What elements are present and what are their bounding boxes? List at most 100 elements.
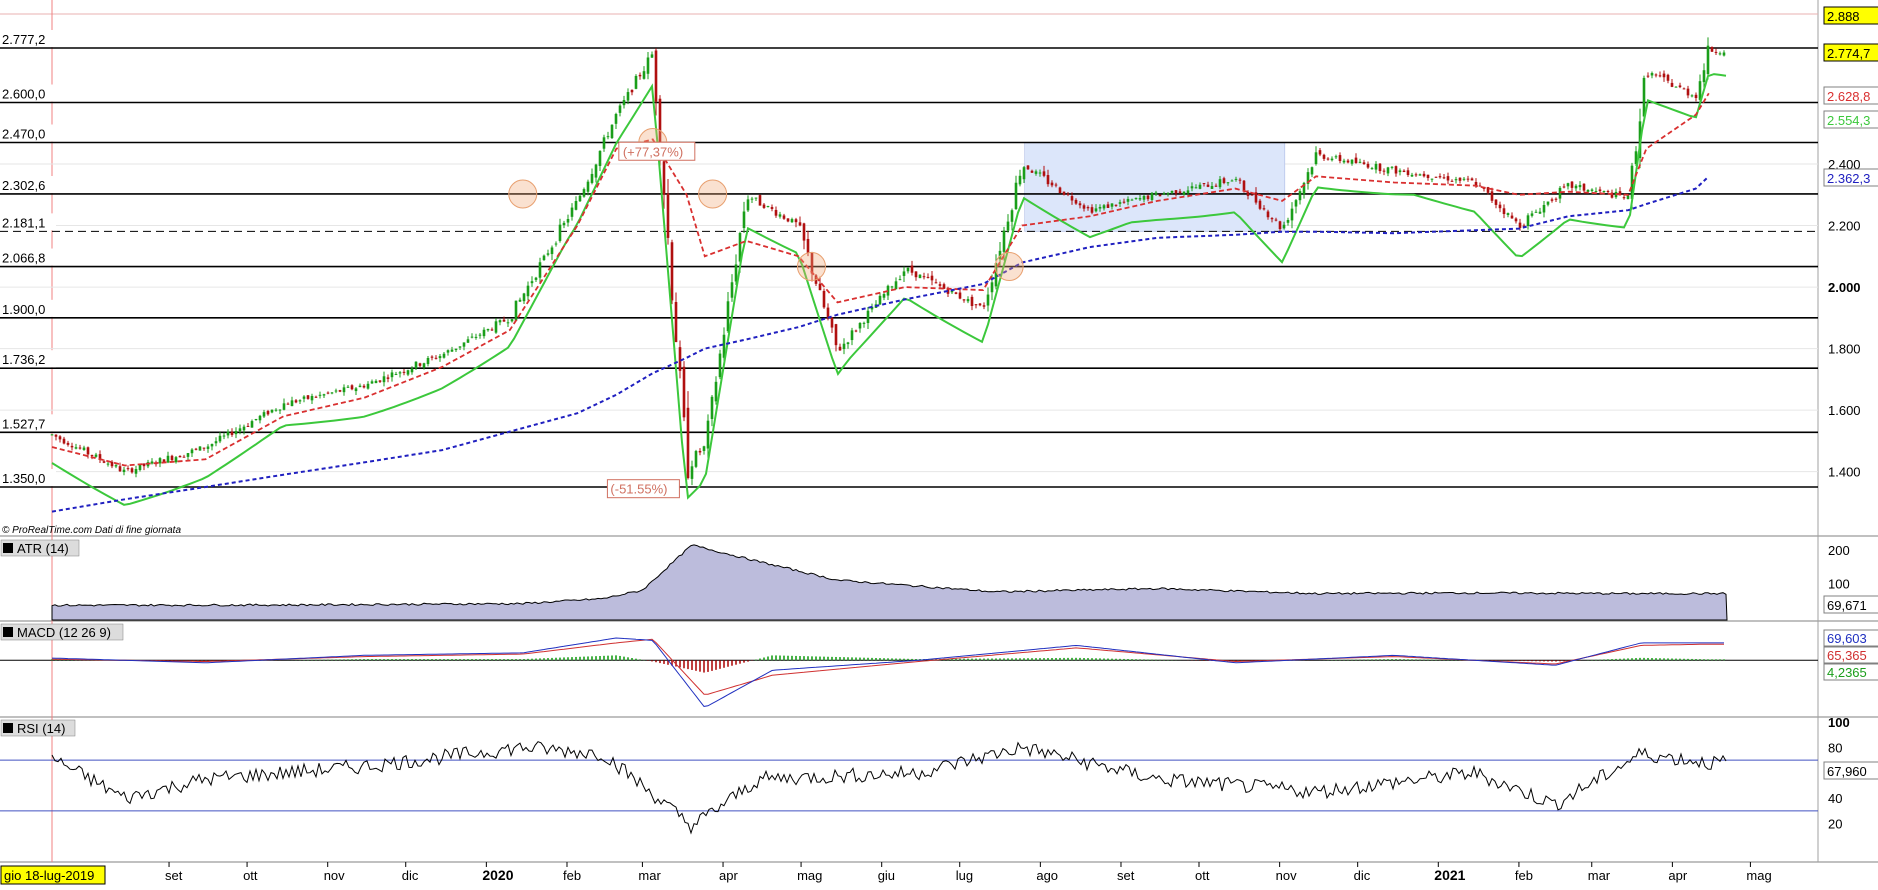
candle-body bbox=[1310, 167, 1314, 175]
candle-body bbox=[546, 253, 550, 255]
candle-body bbox=[1554, 198, 1558, 200]
candle-body bbox=[1622, 197, 1626, 199]
candle-body bbox=[1406, 170, 1410, 175]
candle-body bbox=[1534, 211, 1538, 213]
level-label-bg bbox=[0, 248, 56, 266]
candle-body bbox=[102, 461, 106, 463]
candle-body bbox=[158, 458, 162, 464]
atr-area bbox=[51, 544, 1728, 621]
candle-body bbox=[1562, 186, 1566, 188]
candle-body bbox=[642, 71, 646, 79]
candle-body bbox=[1206, 184, 1210, 187]
candle-body bbox=[1586, 190, 1590, 192]
x-axis-label: nov bbox=[324, 868, 345, 883]
candle-body bbox=[966, 299, 970, 302]
candle-body bbox=[810, 252, 814, 274]
candle-body bbox=[426, 357, 430, 365]
macd-value: 69,603 bbox=[1827, 631, 1867, 646]
panel-label: ATR (14) bbox=[17, 541, 69, 556]
level-label-bg bbox=[0, 414, 56, 432]
candle-body bbox=[1158, 194, 1162, 197]
candle-body bbox=[1042, 171, 1046, 176]
candle-body bbox=[478, 334, 482, 336]
candle-body bbox=[406, 370, 410, 375]
candle-body bbox=[1462, 178, 1466, 180]
candle-body bbox=[1110, 203, 1114, 207]
candle-body bbox=[898, 279, 902, 281]
x-axis-label: feb bbox=[1515, 868, 1533, 883]
panel-color-swatch bbox=[3, 543, 13, 553]
level-label: 1.900,0 bbox=[2, 302, 45, 317]
candle-body bbox=[86, 447, 90, 455]
candle-body bbox=[490, 329, 494, 331]
candle-body bbox=[594, 164, 598, 178]
candle-body bbox=[302, 396, 306, 399]
candle-body bbox=[314, 396, 318, 398]
price-right-label-box bbox=[1823, 168, 1878, 187]
price-right-label: 2.888 bbox=[1827, 9, 1860, 24]
candle-body bbox=[358, 385, 362, 388]
candle-body bbox=[514, 300, 518, 321]
candle-body bbox=[1662, 73, 1666, 78]
candle-body bbox=[1594, 191, 1598, 193]
level-label-bg bbox=[0, 124, 56, 142]
panel-color-swatch bbox=[3, 723, 13, 733]
candle-body bbox=[726, 301, 730, 332]
candle-body bbox=[166, 455, 170, 463]
candle-body bbox=[1374, 163, 1378, 170]
candle-body bbox=[350, 385, 354, 390]
candle-body bbox=[1354, 157, 1358, 164]
macd-value-box bbox=[1823, 646, 1878, 664]
candle-body bbox=[1346, 160, 1350, 163]
candle-body bbox=[990, 282, 994, 293]
candle-body bbox=[746, 199, 750, 211]
candle-body bbox=[1566, 183, 1570, 187]
rsi-tick-label: 100 bbox=[1828, 715, 1850, 730]
candle-body bbox=[1578, 185, 1582, 188]
candle-body bbox=[354, 388, 358, 392]
candle-body bbox=[130, 468, 134, 473]
candle-body bbox=[1018, 175, 1022, 185]
panel-label-bg bbox=[0, 623, 124, 641]
candle-body bbox=[754, 197, 758, 199]
candle-body bbox=[690, 466, 694, 479]
candle-body bbox=[1394, 166, 1398, 174]
candle-body bbox=[442, 353, 446, 358]
candle-body bbox=[1418, 174, 1422, 176]
candle-body bbox=[170, 455, 174, 461]
price-right-label-box bbox=[1823, 43, 1878, 62]
candle-body bbox=[986, 294, 990, 306]
candle-body bbox=[822, 290, 826, 308]
candle-body bbox=[534, 277, 538, 280]
candle-body bbox=[1262, 208, 1266, 210]
candle-body bbox=[558, 224, 562, 241]
candle-body bbox=[1282, 224, 1286, 229]
candle-body bbox=[106, 463, 110, 465]
candle-body bbox=[574, 201, 578, 210]
candle-body bbox=[118, 466, 122, 472]
candle-body bbox=[706, 420, 710, 449]
candle-body bbox=[1402, 170, 1406, 172]
candle-body bbox=[918, 274, 922, 279]
candle-body bbox=[1358, 161, 1362, 163]
candle-body bbox=[1170, 190, 1174, 193]
x-axis-label: mar bbox=[638, 868, 661, 883]
candle-body bbox=[826, 307, 830, 319]
candle-body bbox=[1446, 176, 1450, 181]
candle-body bbox=[894, 281, 898, 290]
candle-body bbox=[382, 376, 386, 383]
candle-body bbox=[238, 428, 242, 432]
candle-body bbox=[1590, 189, 1594, 191]
candle-body bbox=[566, 218, 570, 223]
candle-body bbox=[610, 124, 614, 139]
atr-tick-label: 100 bbox=[1828, 577, 1850, 592]
candle-body bbox=[1522, 225, 1526, 227]
candle-body bbox=[1198, 184, 1202, 189]
candle-body bbox=[666, 193, 670, 238]
candle-body bbox=[958, 292, 962, 299]
candle-body bbox=[1222, 178, 1226, 184]
candle-body bbox=[630, 89, 634, 93]
candle-body bbox=[1214, 185, 1218, 187]
level-label: 2.777,2 bbox=[2, 32, 45, 47]
candle-body bbox=[1106, 204, 1110, 208]
